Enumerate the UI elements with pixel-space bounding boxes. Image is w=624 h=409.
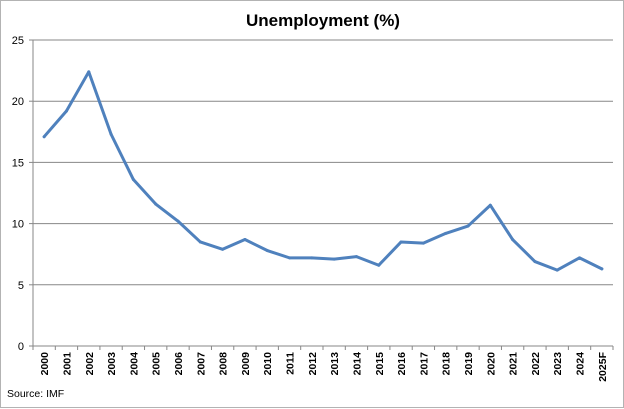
data-point	[64, 109, 68, 113]
data-point	[109, 132, 113, 136]
data-point	[87, 70, 91, 74]
x-tick-label: 2023	[552, 352, 564, 376]
x-tick-label: 2000	[39, 352, 51, 376]
x-tick-label: 2019	[463, 352, 475, 376]
x-tick-label: 2020	[485, 352, 497, 376]
x-tick-label: 2004	[128, 352, 140, 376]
y-tick-label: 20	[12, 96, 24, 108]
x-tick-label: 2007	[195, 352, 207, 376]
y-tick-label: 5	[18, 280, 24, 292]
data-point	[377, 263, 381, 267]
x-tick-label: 2008	[218, 352, 230, 376]
data-point	[243, 238, 247, 242]
data-point	[332, 257, 336, 261]
x-tick-label: 2005	[151, 352, 163, 376]
y-tick-label: 10	[12, 219, 24, 231]
data-point	[600, 267, 604, 271]
data-point	[421, 241, 425, 245]
data-point	[221, 247, 225, 251]
data-point	[578, 256, 582, 260]
data-point	[555, 268, 559, 272]
y-tick-label: 0	[18, 341, 24, 353]
x-tick-label: 2015	[374, 352, 386, 376]
x-tick-label: 2001	[61, 352, 73, 376]
data-point	[131, 178, 135, 182]
data-point	[176, 219, 180, 223]
data-point	[444, 231, 448, 235]
x-tick-label: 2011	[285, 352, 297, 375]
y-tick-label: 15	[12, 157, 24, 169]
data-point	[265, 249, 269, 253]
x-tick-label: 2025F	[597, 351, 609, 381]
data-point	[354, 255, 358, 259]
data-point	[154, 202, 158, 206]
data-point	[466, 224, 470, 228]
x-tick-label: 2012	[307, 352, 319, 376]
data-point	[288, 256, 292, 260]
data-point	[488, 203, 492, 207]
chart-title: Unemployment (%)	[246, 11, 400, 30]
x-tick-labels: 2000 2001 2002 2003 2004 2005 2006 2007 2008 2009…	[39, 351, 609, 381]
x-tick-label: 2006	[173, 352, 185, 376]
x-tick-label: 2002	[84, 352, 96, 376]
x-tick-label: 2024	[575, 352, 587, 376]
x-tick-label: 2018	[441, 352, 453, 376]
x-tick-label: 2013	[329, 352, 341, 376]
data-point	[42, 135, 46, 139]
series-line	[42, 70, 604, 272]
x-tick-label: 2016	[396, 352, 408, 376]
x-tick-label: 2014	[351, 352, 363, 376]
source-note: Source: IMF	[7, 388, 64, 400]
data-point	[198, 240, 202, 244]
x-tick-label: 2017	[418, 352, 430, 376]
data-point	[511, 238, 515, 242]
axes	[29, 39, 614, 350]
y-tick-label: 25	[12, 35, 24, 47]
x-tick-label: 2010	[262, 352, 274, 376]
x-tick-label: 2021	[508, 352, 520, 376]
data-point	[533, 260, 537, 264]
x-tick-label: 2009	[240, 352, 252, 376]
x-tick-label: 2022	[530, 352, 542, 376]
data-point	[399, 240, 403, 244]
series-layer	[42, 70, 604, 272]
gridlines	[33, 39, 613, 286]
y-tick-labels: 0 5 10 15 20 25	[12, 35, 24, 353]
data-point	[310, 256, 314, 260]
x-tick-label: 2003	[106, 352, 118, 376]
